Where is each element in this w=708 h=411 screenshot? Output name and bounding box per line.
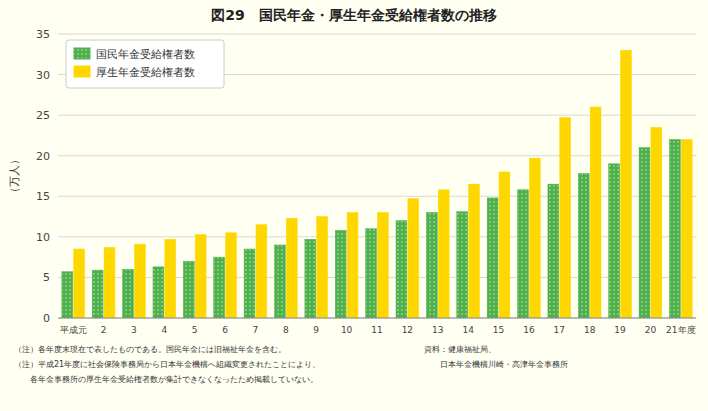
bar	[438, 190, 449, 318]
y-tick-label: 35	[36, 28, 50, 41]
bar	[499, 172, 510, 318]
bar	[62, 272, 73, 318]
x-tick-label: 13	[432, 325, 443, 335]
bar	[426, 213, 437, 318]
y-tick-label: 25	[36, 109, 50, 122]
y-tick-label: 20	[36, 150, 50, 163]
bar	[366, 229, 377, 318]
annotation: （注）各年度末現在で表したものである。国民年金には旧福祉年金を含む。	[14, 345, 286, 354]
bar	[639, 148, 650, 318]
y-tick-label: 0	[43, 312, 50, 325]
bar	[457, 212, 468, 318]
bar	[244, 249, 255, 318]
x-tick-label: 4	[161, 325, 167, 335]
bar	[123, 269, 134, 318]
bar	[275, 245, 286, 318]
x-tick-label: 12	[402, 325, 413, 335]
bar	[195, 234, 206, 318]
bar	[134, 244, 145, 318]
legend-label: 国民年金受給権者数	[96, 48, 195, 61]
grid-line	[58, 34, 696, 35]
x-tick-label: 17	[554, 325, 565, 335]
title: 図29 国民年金・厚生年金受給権者数の推移	[211, 7, 496, 23]
x-tick-label: 9	[313, 325, 319, 335]
annotation: 日本年金機構川崎・高津年金事務所	[424, 360, 568, 369]
legend-box	[66, 40, 224, 88]
bar	[335, 230, 346, 318]
bar	[74, 249, 85, 318]
bar	[408, 199, 419, 318]
bar	[92, 270, 103, 318]
y-axis-label: （万人）	[8, 154, 21, 198]
annotation: （注）平成21年度に社会保険事務局から日本年金機構へ組織変更されたことにより、	[14, 360, 320, 369]
bar	[621, 50, 632, 318]
bar	[529, 158, 540, 318]
bar	[317, 217, 328, 318]
bar	[396, 221, 407, 318]
bar	[651, 127, 662, 318]
bar	[165, 239, 176, 318]
chart: 図29 国民年金・厚生年金受給権者数の推移05101520253035（万人）平…	[0, 0, 708, 411]
x-axis-line	[58, 318, 696, 319]
bar	[104, 247, 115, 318]
bar	[590, 107, 601, 318]
y-tick-label: 15	[36, 190, 50, 203]
x-tick-label: 15	[493, 325, 504, 335]
y-tick-label: 30	[36, 69, 50, 82]
legend-swatch	[74, 66, 90, 77]
x-tick-label: 20	[645, 325, 657, 335]
x-tick-label: 7	[253, 325, 259, 335]
bar	[578, 174, 589, 318]
bar	[609, 164, 620, 318]
y-tick-label: 10	[36, 231, 50, 244]
x-tick-label: 18	[584, 325, 596, 335]
x-tick-label: 3	[131, 325, 137, 335]
bar	[226, 233, 237, 318]
bar	[256, 225, 267, 318]
x-tick-label: 19	[614, 325, 626, 335]
x-tick-label: 11	[371, 325, 382, 335]
bars	[62, 50, 692, 318]
bar	[681, 139, 692, 318]
grid-line	[58, 318, 696, 319]
bar	[214, 257, 225, 318]
bar	[305, 239, 316, 318]
bar	[669, 139, 680, 318]
bar	[560, 118, 571, 318]
x-tick-label: 8	[283, 325, 289, 335]
x-tick-label: 14	[462, 325, 474, 335]
bar	[469, 184, 480, 318]
x-tick-label: 16	[523, 325, 535, 335]
x-tick-label: 10	[341, 325, 353, 335]
bar	[347, 213, 358, 318]
bar	[183, 261, 194, 318]
annotation: 資料：健康福祉局、	[424, 345, 496, 354]
x-tick-label: 5	[192, 325, 198, 335]
x-tick-label: 2	[101, 325, 107, 335]
bar	[548, 184, 559, 318]
y-tick-label: 5	[43, 271, 50, 284]
bar	[153, 267, 164, 318]
annotation: 各年金事務所の厚生年金受給権者数が集計できなくなったため掲載していない。	[14, 375, 318, 384]
x-tick-label: 平成元	[60, 325, 87, 335]
x-tick-label: 6	[222, 325, 228, 335]
x-tick-label: 21年度	[666, 325, 695, 335]
bar	[487, 198, 498, 318]
legend-label: 厚生年金受給権者数	[96, 66, 195, 79]
legend-swatch	[74, 48, 90, 59]
legend: 国民年金受給権者数厚生年金受給権者数	[66, 40, 224, 88]
bar	[378, 213, 389, 318]
background	[0, 0, 708, 411]
bar	[518, 190, 529, 318]
bar	[286, 218, 297, 318]
